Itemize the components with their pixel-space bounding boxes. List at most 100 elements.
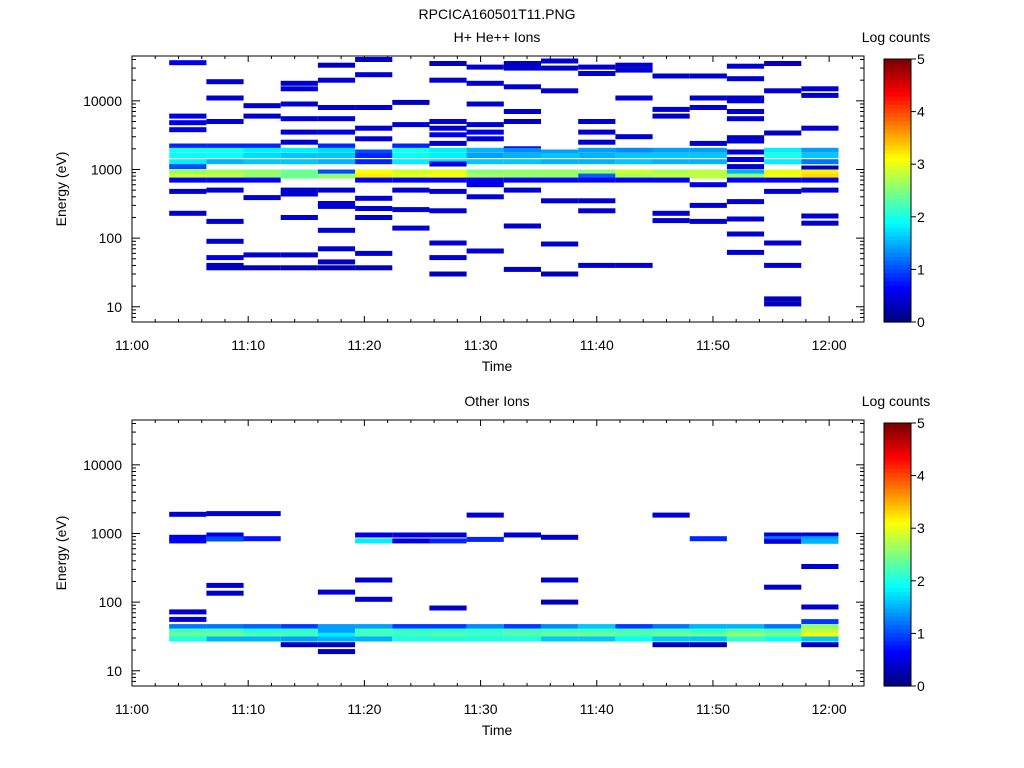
heatmap-cell xyxy=(801,177,839,183)
colorbar-swatch xyxy=(884,75,911,81)
heatmap-cell xyxy=(541,271,579,277)
colorbar-swatch xyxy=(884,95,911,101)
heatmap-cell xyxy=(243,628,281,634)
heatmap-cell xyxy=(169,113,207,119)
heatmap-cell xyxy=(726,636,765,642)
heatmap-cell xyxy=(466,129,504,135)
heatmap-cell xyxy=(392,225,430,231)
heatmap-cell xyxy=(578,198,616,204)
x-tick-label: 11:20 xyxy=(347,337,381,353)
heatmap-cell xyxy=(206,632,244,638)
heatmap-cell xyxy=(280,628,318,634)
heatmap-cell xyxy=(726,116,765,122)
colorbar-swatch xyxy=(884,538,911,543)
heatmap-cell xyxy=(280,624,318,630)
heatmap-cell xyxy=(541,177,579,183)
heatmap-cell xyxy=(541,599,579,605)
colorbar-swatch xyxy=(884,464,911,469)
heatmap-cell xyxy=(578,173,616,179)
heatmap-cell xyxy=(615,67,653,73)
colorbar-swatch xyxy=(884,599,911,605)
x-tick-label: 11:10 xyxy=(231,701,265,717)
heatmap-cell xyxy=(689,73,727,79)
heatmap-cell xyxy=(801,564,839,569)
heatmap-cell xyxy=(726,173,765,179)
heatmap-cell xyxy=(652,177,690,183)
heatmap-cell xyxy=(466,628,504,634)
heatmap-cell xyxy=(764,61,802,66)
heatmap-cell xyxy=(652,147,690,153)
heatmap-cell xyxy=(317,632,356,638)
heatmap-cell xyxy=(355,105,393,110)
heatmap-cell xyxy=(689,173,727,179)
x-tick-label: 11:30 xyxy=(464,701,498,717)
heatmap-cell xyxy=(355,215,393,220)
heatmap-cell xyxy=(280,169,318,175)
heatmap-cell xyxy=(206,169,244,175)
colorbar-swatch xyxy=(884,79,911,85)
heatmap-cell xyxy=(801,624,839,630)
heatmap-cell xyxy=(503,153,541,158)
heatmap-cell xyxy=(355,195,393,201)
heatmap-cell xyxy=(503,177,541,183)
colorbar-swatch xyxy=(884,439,911,445)
colorbar-swatch xyxy=(884,198,911,204)
heatmap-cell xyxy=(355,153,393,158)
heatmap-cell xyxy=(689,95,727,101)
heatmap-cell xyxy=(615,134,653,140)
colorbar-swatch xyxy=(884,293,911,298)
colorbar-swatch xyxy=(884,149,911,155)
heatmap-cell xyxy=(392,153,430,158)
heatmap-cell xyxy=(243,177,281,183)
colorbar-swatch xyxy=(884,161,911,167)
heatmap-cell xyxy=(392,187,430,193)
colorbar-swatch xyxy=(884,628,911,634)
colorbar-swatch xyxy=(884,104,911,109)
colorbar-swatch xyxy=(884,616,911,621)
heatmap-cell xyxy=(317,649,356,655)
heatmap-cell xyxy=(317,147,356,153)
heatmap-cell xyxy=(392,207,430,213)
heatmap-cells xyxy=(169,511,839,655)
heatmap-cell xyxy=(317,153,356,158)
heatmap-cell xyxy=(541,153,579,158)
colorbar-swatch xyxy=(884,579,911,584)
heatmap-cell xyxy=(466,101,504,107)
heatmap-cell xyxy=(726,98,765,104)
heatmap-cell xyxy=(764,88,802,94)
heatmap-cell xyxy=(429,161,467,167)
heatmap-cell xyxy=(801,169,839,175)
heatmap-cell xyxy=(503,65,541,71)
y-tick-label: 1000 xyxy=(91,161,122,177)
colorbar-swatch xyxy=(884,673,911,679)
colorbar-swatch xyxy=(884,285,911,290)
colorbar-swatch xyxy=(884,550,911,556)
heatmap-cell xyxy=(392,532,430,538)
heatmap-cell xyxy=(169,616,207,622)
colorbar-swatch xyxy=(884,431,911,436)
heatmap-cell xyxy=(726,177,765,183)
heatmap-cell xyxy=(578,177,616,183)
colorbar-swatch xyxy=(884,301,911,307)
heatmap-cell xyxy=(503,636,541,642)
colorbar-swatch xyxy=(884,529,911,535)
colorbar-swatch xyxy=(884,305,911,311)
heatmap-cell xyxy=(578,64,616,70)
heatmap-cell xyxy=(503,147,541,153)
colorbar-frame xyxy=(883,58,912,323)
heatmap-cell xyxy=(466,248,504,254)
heatmap-cell xyxy=(169,173,207,179)
heatmap-cell xyxy=(541,173,579,179)
x-tick-label: 11:00 xyxy=(115,337,149,353)
colorbar-swatch xyxy=(884,468,911,473)
heatmap-cell xyxy=(466,636,504,642)
colorbar-swatch xyxy=(884,443,911,449)
heatmap-cell xyxy=(764,536,802,542)
heatmap-cell xyxy=(764,296,802,302)
heatmap-cell xyxy=(280,265,318,271)
heatmap-cell xyxy=(429,140,467,146)
x-tick-label: 11:50 xyxy=(696,701,730,717)
colorbar-swatch xyxy=(884,558,911,564)
x-tick-label: 11:50 xyxy=(696,337,730,353)
colorbar-swatch xyxy=(884,194,911,200)
